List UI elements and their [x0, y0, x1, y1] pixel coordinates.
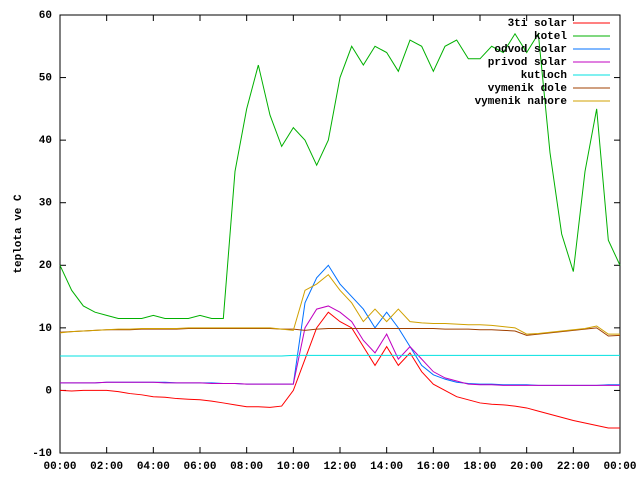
series-line [59, 32, 621, 319]
y-tick-label: 30 [39, 198, 52, 210]
legend-label: privod solar [488, 57, 567, 69]
y-tick-label: 50 [39, 72, 52, 84]
legend-label: vymenik nahore [475, 96, 568, 108]
y-tick-label: 40 [39, 135, 52, 147]
x-tick-label: 14:00 [370, 461, 403, 473]
x-tick-label: 16:00 [417, 461, 450, 473]
series-line [59, 327, 621, 337]
legend-label: kotel [534, 31, 567, 43]
legend-label: odvod solar [494, 44, 567, 56]
y-tick-label: 60 [39, 10, 52, 22]
series-line [60, 305, 620, 386]
x-tick-label: 00:00 [43, 461, 76, 473]
series-line [59, 273, 620, 335]
x-tick-label: 06:00 [183, 461, 216, 473]
x-tick-label: 00:00 [603, 461, 636, 473]
y-tick-label: -10 [32, 448, 52, 460]
y-tick-label: 20 [39, 260, 52, 272]
series-line [59, 311, 620, 429]
series-line [60, 264, 620, 386]
series-line [60, 354, 620, 357]
x-tick-label: 02:00 [90, 461, 123, 473]
y-tick-label: 0 [45, 385, 52, 397]
legend-label: vymenik dole [488, 83, 568, 95]
x-tick-label: 10:00 [277, 461, 310, 473]
x-tick-label: 18:00 [463, 461, 496, 473]
x-tick-label: 04:00 [137, 461, 170, 473]
y-tick-label: 10 [39, 323, 52, 335]
legend-label: kutloch [521, 70, 567, 82]
x-tick-label: 22:00 [557, 461, 590, 473]
x-tick-label: 12:00 [323, 461, 356, 473]
x-tick-label: 08:00 [230, 461, 263, 473]
legend-label: 3ti solar [508, 18, 567, 30]
y-axis-label: teplota ve C [13, 194, 25, 274]
x-tick-label: 20:00 [510, 461, 543, 473]
